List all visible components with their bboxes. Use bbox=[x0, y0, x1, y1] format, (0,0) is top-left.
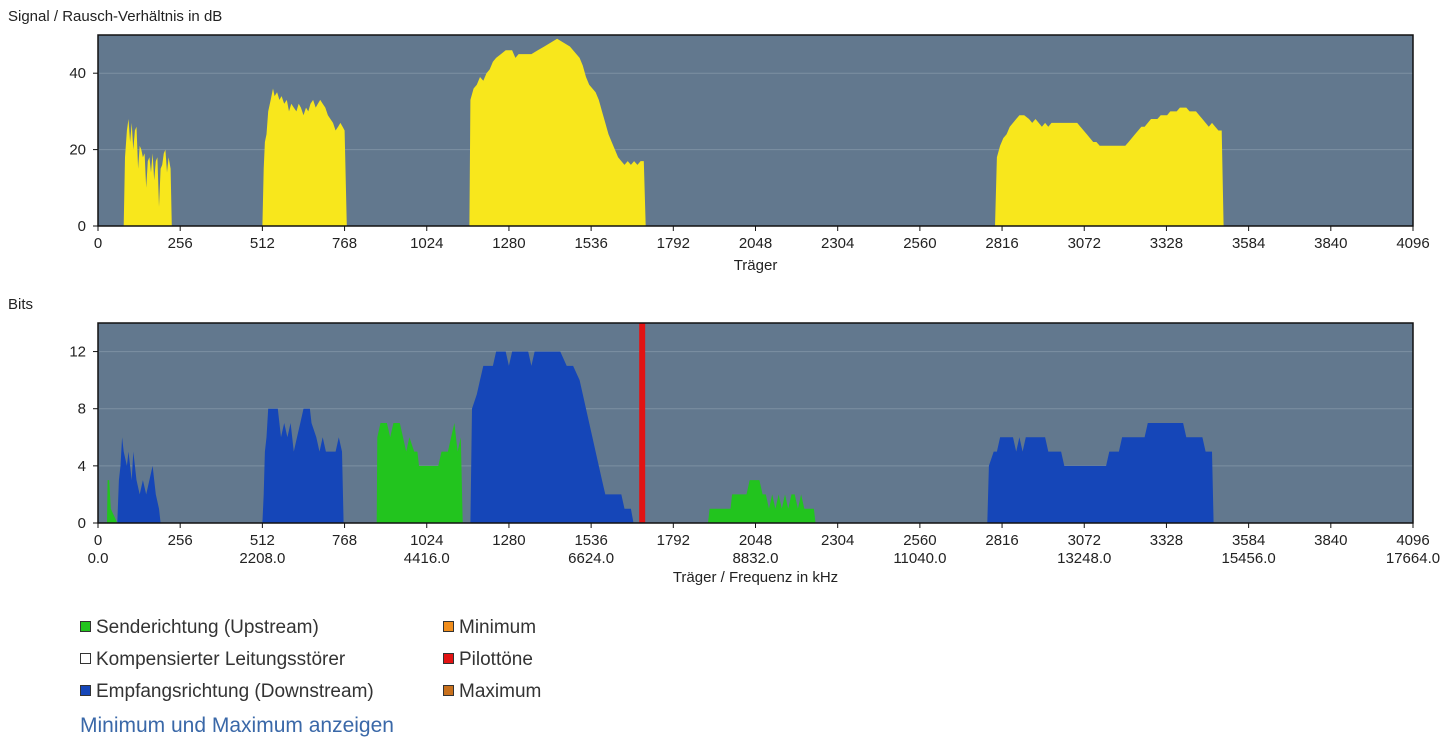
x-tick-label: 512 bbox=[250, 532, 275, 549]
legend-item-upstream: Senderichtung (Upstream) bbox=[80, 616, 319, 640]
x-tick-label: 3072 bbox=[1068, 235, 1101, 252]
series-area-1 bbox=[376, 423, 463, 523]
legend-label-downstream: Empfangsrichtung (Downstream) bbox=[96, 681, 374, 702]
series-area-2 bbox=[117, 437, 161, 523]
x-tick-label: 3840 bbox=[1314, 532, 1347, 549]
x-tick-label: 3072 bbox=[1068, 532, 1101, 549]
y-axis-label: Bits bbox=[8, 296, 33, 313]
x-tick-label: 2560 bbox=[903, 532, 936, 549]
x-frequency-label: 4416.0 bbox=[404, 550, 450, 567]
x-tick-label: 2304 bbox=[821, 532, 854, 549]
x-frequency-label: 13248.0 bbox=[1057, 550, 1111, 567]
x-tick-label: 256 bbox=[168, 532, 193, 549]
x-frequency-label: 8832.0 bbox=[733, 550, 779, 567]
legend-swatch-maximum bbox=[443, 685, 454, 696]
legend-item-compensated: Kompensierter Leitungsstörer bbox=[80, 648, 345, 672]
x-frequency-label: 11040.0 bbox=[893, 550, 946, 567]
x-tick-label: 1536 bbox=[574, 235, 607, 252]
y-tick-label: 12 bbox=[69, 344, 86, 361]
x-tick-label: 1536 bbox=[574, 532, 607, 549]
x-tick-label: 768 bbox=[332, 532, 357, 549]
legend-label-upstream: Senderichtung (Upstream) bbox=[96, 617, 319, 638]
legend-swatch-compensated bbox=[80, 653, 91, 664]
x-tick-label: 2816 bbox=[985, 532, 1018, 549]
x-tick-label: 4096 bbox=[1396, 532, 1429, 549]
legend-swatch-downstream bbox=[80, 685, 91, 696]
x-frequency-label: 0.0 bbox=[88, 550, 109, 567]
x-tick-label: 512 bbox=[250, 235, 275, 252]
x-tick-label: 3328 bbox=[1150, 532, 1183, 549]
x-frequency-label: 15456.0 bbox=[1222, 550, 1276, 567]
x-tick-label: 3584 bbox=[1232, 532, 1265, 549]
legend-item-downstream: Empfangsrichtung (Downstream) bbox=[80, 680, 374, 704]
x-tick-label: 3584 bbox=[1232, 235, 1265, 252]
x-tick-label: 0 bbox=[94, 235, 102, 252]
x-tick-label: 1024 bbox=[410, 532, 443, 549]
series-area-1 bbox=[469, 38, 646, 226]
y-axis-label: Signal / Rausch-Verhältnis in dB bbox=[8, 8, 222, 25]
legend-item-maximum: Maximum bbox=[443, 680, 541, 704]
legend-swatch-minimum bbox=[443, 621, 454, 632]
x-tick-label: 1792 bbox=[657, 235, 690, 252]
legend-label-maximum: Maximum bbox=[459, 681, 542, 702]
x-tick-label: 2048 bbox=[739, 235, 772, 252]
x-tick-label: 2304 bbox=[821, 235, 854, 252]
x-axis-label: Träger bbox=[734, 257, 778, 274]
x-tick-label: 1792 bbox=[657, 532, 690, 549]
pilot-tone-marker bbox=[639, 323, 646, 523]
x-tick-label: 3840 bbox=[1314, 235, 1347, 252]
x-tick-label: 256 bbox=[168, 235, 193, 252]
x-tick-label: 4096 bbox=[1396, 235, 1429, 252]
y-tick-label: 40 bbox=[69, 65, 86, 82]
x-frequency-label: 17664.0 bbox=[1386, 550, 1440, 567]
legend-swatch-upstream bbox=[80, 621, 91, 632]
bits-chart-svg: 0 4 8 12 0 256 512 768 1024 1280 1536 1792 2048 2304 2… bbox=[8, 296, 1440, 586]
x-tick-label: 1280 bbox=[492, 532, 525, 549]
x-tick-label: 2048 bbox=[739, 532, 772, 549]
series-area-2 bbox=[262, 408, 344, 523]
x-frequency-label: 6624.0 bbox=[568, 550, 614, 567]
series-area-1 bbox=[707, 480, 816, 523]
x-axis-label: Träger / Frequenz in kHz bbox=[673, 569, 838, 586]
x-tick-label: 1024 bbox=[410, 235, 443, 252]
y-tick-label: 0 bbox=[78, 218, 86, 235]
show-min-max-link[interactable]: Minimum und Maximum anzeigen bbox=[80, 714, 394, 737]
y-tick-label: 4 bbox=[78, 458, 86, 475]
legend-item-pilot: Pilottöne bbox=[443, 648, 533, 672]
legend-label-pilot: Pilottöne bbox=[459, 649, 533, 670]
x-tick-label: 2560 bbox=[903, 235, 936, 252]
series-area-1 bbox=[262, 88, 347, 226]
legend-label-compensated: Kompensierter Leitungsstörer bbox=[96, 649, 346, 670]
series-area-1 bbox=[123, 119, 172, 226]
y-tick-label: 20 bbox=[69, 142, 86, 159]
series-area-2 bbox=[987, 423, 1214, 523]
legend-label-minimum: Minimum bbox=[459, 617, 537, 638]
snr-chart-svg: 0 20 40 0 256 512 768 1024 1280 1536 1792 2048 2304 2… bbox=[8, 8, 1430, 274]
x-tick-label: 768 bbox=[332, 235, 357, 252]
x-tick-label: 1280 bbox=[492, 235, 525, 252]
legend-swatch-pilot bbox=[443, 653, 454, 664]
series-area-2 bbox=[470, 351, 634, 523]
legend-item-minimum: Minimum bbox=[443, 616, 536, 640]
y-tick-label: 0 bbox=[78, 515, 86, 532]
bits-chart: 0 4 8 12 0 256 512 768 1024 1280 1536 1792 2048 2304 2… bbox=[0, 290, 1449, 595]
x-tick-label: 3328 bbox=[1150, 235, 1183, 252]
x-tick-label: 2816 bbox=[985, 235, 1018, 252]
series-area-1 bbox=[994, 107, 1224, 226]
series-area-1 bbox=[106, 480, 118, 523]
x-tick-label: 0 bbox=[94, 532, 102, 549]
snr-chart: 0 20 40 0 256 512 768 1024 1280 1536 1792 2048 2304 2… bbox=[0, 0, 1449, 295]
x-frequency-label: 2208.0 bbox=[239, 550, 285, 567]
y-tick-label: 8 bbox=[78, 401, 86, 418]
